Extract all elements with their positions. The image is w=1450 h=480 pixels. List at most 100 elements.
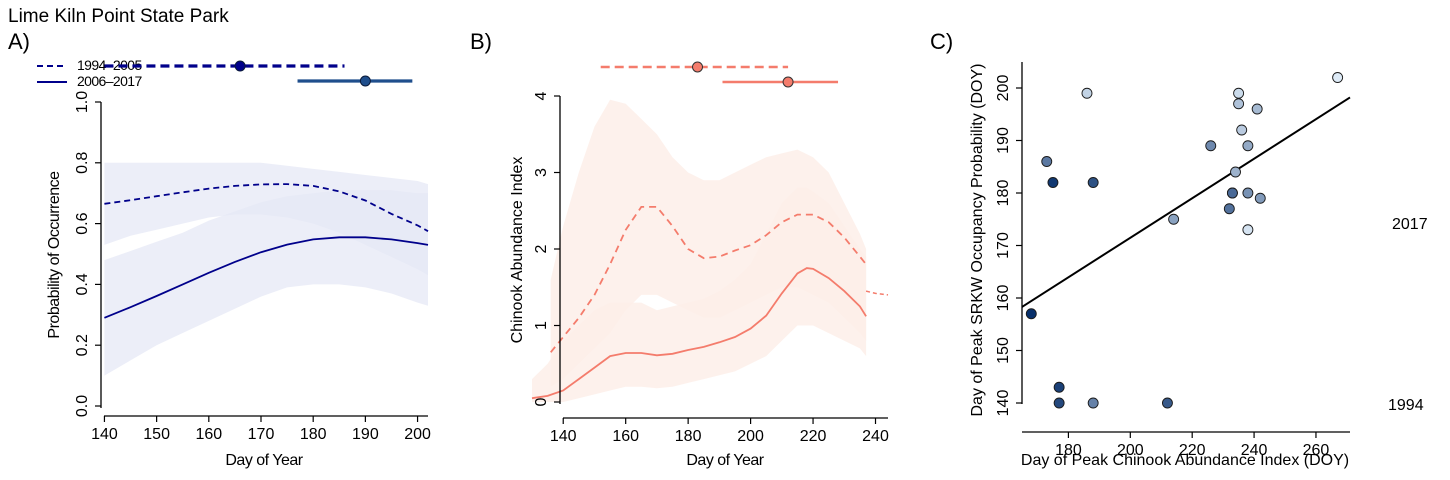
scatter-point-2014 bbox=[1081, 87, 1093, 99]
panel-c-ytick-label: 180 bbox=[995, 180, 1012, 207]
peak-point-2006–2017 bbox=[782, 76, 794, 88]
peak-point-2006–2017 bbox=[359, 75, 371, 87]
panel-b-ytick-label: 0 bbox=[533, 397, 550, 406]
scatter-point-2016 bbox=[1242, 224, 1254, 236]
series-line-2006–2017 bbox=[531, 267, 867, 400]
scatter-point-2012 bbox=[1233, 98, 1245, 110]
series-line-2006–2017 bbox=[104, 236, 429, 319]
panel-a-xtick-label: 140 bbox=[91, 426, 118, 443]
panel-c-ytick-label: 200 bbox=[995, 75, 1012, 102]
panel-c-y-axis-label: Day of Peak SRKW Occupancy Probability (… bbox=[969, 63, 986, 416]
scatter-point-2017 bbox=[1332, 72, 1344, 83]
panel-c-points bbox=[1025, 72, 1344, 409]
panel-b-xtick-label: 140 bbox=[550, 428, 577, 445]
scatter-point-2011 bbox=[1251, 103, 1263, 115]
panel-c-ytick-label: 190 bbox=[995, 127, 1012, 154]
scatter-point-2001 bbox=[1226, 187, 1238, 199]
panel-a-x-axis-label: Day of Year bbox=[225, 452, 303, 469]
panel-b-ci-bands bbox=[532, 99, 867, 402]
panel-c-xtick-label: 180 bbox=[1055, 442, 1082, 459]
scatter-point-2006 bbox=[1242, 187, 1254, 199]
panel-a-xtick-label: 190 bbox=[352, 426, 379, 443]
panel-b-y-ticks: 0 1 2 3 4 bbox=[533, 91, 560, 406]
panel-b-xtick-label: 180 bbox=[675, 428, 702, 445]
panel-b-xtick-label: 160 bbox=[612, 428, 639, 445]
ci-band-1994–2005 bbox=[550, 99, 867, 387]
panel-c-x-axis-label: Day of Peak Chinook Abundance Index (DOY… bbox=[1021, 452, 1349, 469]
panel-a-ytick-label: 0.8 bbox=[74, 152, 91, 174]
panel-a-series-lines bbox=[104, 183, 429, 319]
panel-a-ci-bands bbox=[104, 162, 429, 376]
series-line-1994–2005 bbox=[550, 206, 867, 353]
panel-c-ytick-label: 150 bbox=[995, 337, 1012, 364]
scatter-point-1999 bbox=[1161, 397, 1173, 409]
panel-b-x-axis-label: Day of Year bbox=[686, 452, 764, 469]
panel-c-xtick-label: 260 bbox=[1303, 442, 1330, 459]
colorbar-label-bottom: 1994 bbox=[1388, 397, 1424, 414]
panel-b-ytick-label: 4 bbox=[533, 91, 550, 100]
panel-c-fit-line bbox=[1021, 96, 1351, 308]
scatter-point-2005 bbox=[1205, 140, 1217, 152]
panel-b-label: B) bbox=[470, 29, 492, 54]
panel-c-ytick-label: 170 bbox=[995, 232, 1012, 259]
panel-b-xtick-label: 220 bbox=[800, 428, 827, 445]
panel-c-ytick-label: 160 bbox=[995, 285, 1012, 312]
panel-a-label: A) bbox=[8, 29, 30, 54]
scatter-point-1997 bbox=[1053, 397, 1065, 409]
panel-a-ytick-label: 0.2 bbox=[74, 334, 91, 356]
scatter-point-2013 bbox=[1236, 124, 1248, 136]
panel-c-label: C) bbox=[930, 29, 953, 54]
panel-a-x-ticks: 140 150 160 170 180 190 200 bbox=[91, 416, 431, 443]
panel-a-legend: 1994–2005 2006–2017 bbox=[37, 57, 143, 89]
series-tail bbox=[865, 290, 889, 296]
panel-a-ytick-label: 0.4 bbox=[74, 273, 91, 295]
series-line-1994–2005 bbox=[104, 183, 429, 232]
panel-c-xtick-label: 200 bbox=[1117, 442, 1144, 459]
panel-a-xtick-label: 200 bbox=[404, 426, 431, 443]
scatter-point-2003 bbox=[1041, 156, 1053, 167]
panel-a-ytick-label: 1.0 bbox=[74, 91, 91, 113]
panel-a-xtick-label: 150 bbox=[143, 426, 170, 443]
panel-c-ytick-label: 140 bbox=[995, 390, 1012, 417]
panel-a-ytick-label: 0.6 bbox=[74, 212, 91, 234]
scatter-point-1996 bbox=[1053, 381, 1065, 393]
panel-b-xtick-label: 240 bbox=[862, 428, 889, 445]
panel-a-ytick-label: 0.0 bbox=[74, 395, 91, 417]
panel-b-xtick-label: 200 bbox=[737, 428, 764, 445]
scatter-point-1995 bbox=[1047, 177, 1059, 188]
scatter-point-2010 bbox=[1230, 166, 1241, 178]
panel-a: A) 1994–2005 2006–2017 0.0 0.2 0.4 0.6 0.8 1.… bbox=[8, 29, 431, 469]
panel-a-peak-intervals bbox=[104, 60, 413, 87]
panel-c-xtick-label: 240 bbox=[1241, 442, 1268, 459]
panel-c-x-ticks: 180 200 220 240 260 bbox=[1055, 432, 1329, 459]
panel-b-y-axis-label: Chinook Abundance Index bbox=[509, 157, 526, 344]
scatter-point-2015 bbox=[1233, 87, 1245, 99]
scatter-point-2004 bbox=[1087, 397, 1099, 409]
panel-a-y-axis-label: Probability of Occurrence bbox=[46, 171, 63, 339]
panel-b-x-ticks: 140 160 180 200 220 240 bbox=[550, 418, 889, 445]
peak-point-1994–2005 bbox=[692, 61, 704, 73]
scatter-point-2007 bbox=[1254, 192, 1266, 204]
ci-band-2006–2017 bbox=[532, 187, 867, 402]
colorbar-label-top: 2017 bbox=[1392, 216, 1428, 233]
scatter-point-2002 bbox=[1223, 203, 1235, 215]
panel-a-y-ticks: 0.0 0.2 0.4 0.6 0.8 1.0 bbox=[74, 91, 101, 417]
panel-b-ytick-label: 1 bbox=[533, 321, 550, 330]
peak-point-1994–2005 bbox=[234, 60, 246, 72]
figure-title: Lime Kiln Point State Park bbox=[8, 6, 229, 27]
panel-a-xtick-label: 170 bbox=[248, 426, 275, 443]
scatter-point-1994 bbox=[1025, 308, 1037, 320]
panel-c: C) 140 150 160 170 180 190 200 180 200 220 240 260… bbox=[930, 29, 1428, 469]
panel-c-xtick-label: 220 bbox=[1179, 442, 1206, 459]
scatter-point-2008 bbox=[1168, 213, 1180, 225]
panel-a-xtick-label: 160 bbox=[195, 426, 222, 443]
legend-label-2006-2017: 2006–2017 bbox=[77, 73, 142, 89]
panel-b-peak-intervals bbox=[600, 61, 839, 88]
panel-b-series-lines bbox=[531, 206, 889, 400]
panel-c-y-ticks: 140 150 160 170 180 190 200 bbox=[995, 75, 1022, 417]
scatter-point-1998 bbox=[1087, 177, 1099, 188]
panel-b-ytick-label: 3 bbox=[533, 168, 550, 177]
